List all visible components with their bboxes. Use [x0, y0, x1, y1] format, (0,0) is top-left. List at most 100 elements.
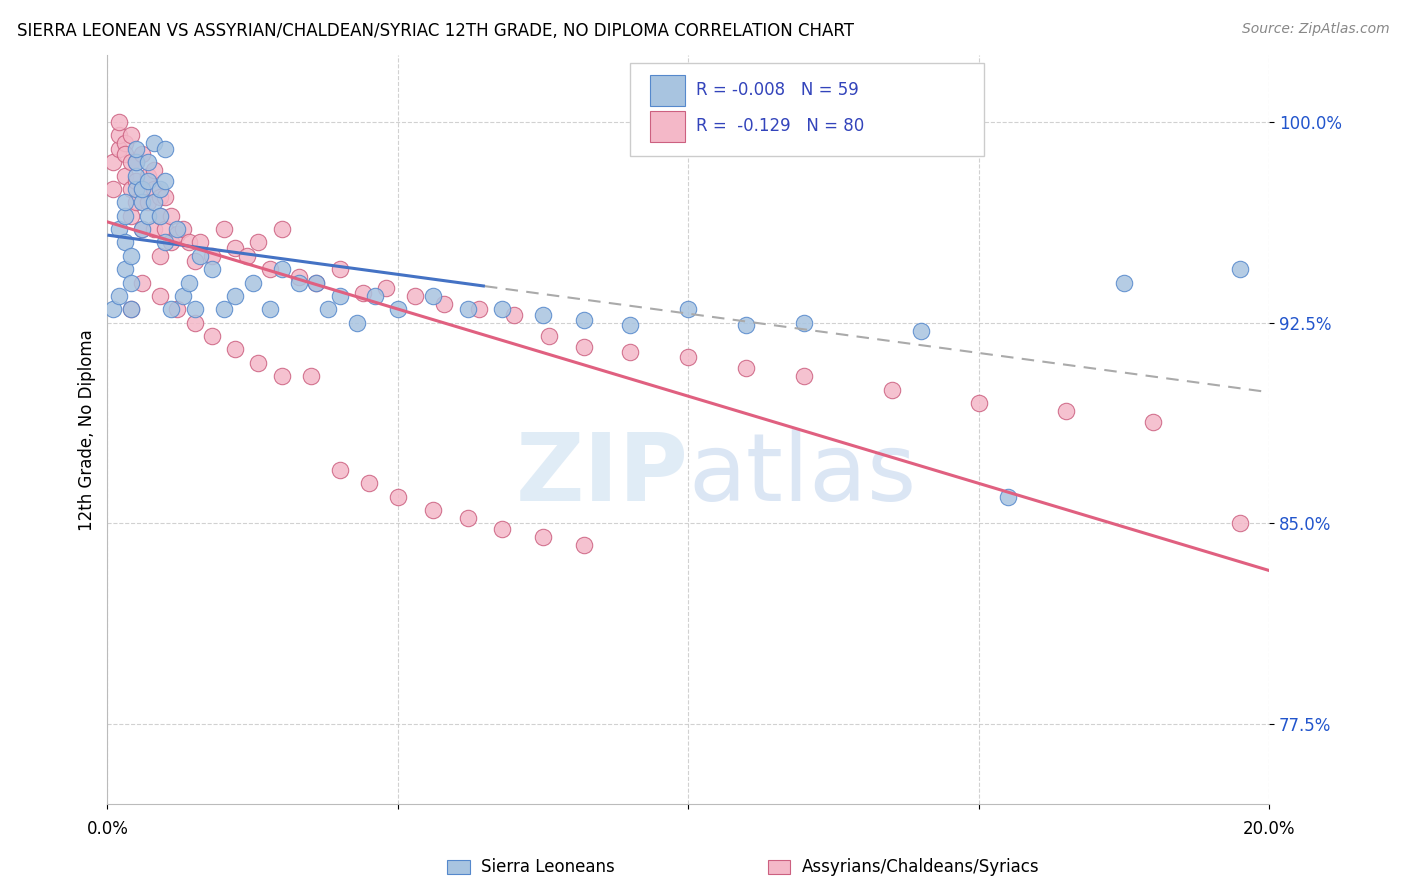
- Point: [120, 182, 142, 196]
- Point: [108, 222, 131, 236]
- Point: [149, 209, 172, 223]
- Point: [457, 511, 479, 525]
- Point: [212, 302, 235, 317]
- Point: [114, 235, 136, 250]
- Point: [288, 276, 311, 290]
- Point: [201, 329, 224, 343]
- Point: [531, 530, 554, 544]
- Point: [155, 174, 177, 188]
- Point: [114, 195, 136, 210]
- Point: [259, 302, 281, 317]
- Point: [142, 136, 165, 151]
- Point: [1054, 404, 1077, 418]
- Point: [155, 142, 177, 156]
- Point: [329, 289, 352, 303]
- Point: [1142, 415, 1164, 429]
- Point: [1229, 262, 1251, 277]
- Point: [120, 155, 142, 169]
- Point: [224, 343, 246, 357]
- Point: [188, 249, 211, 263]
- Point: [491, 302, 513, 317]
- Text: Sierra Leoneans: Sierra Leoneans: [481, 858, 614, 876]
- Point: [224, 289, 246, 303]
- Point: [149, 249, 172, 263]
- Point: [1112, 276, 1135, 290]
- Point: [288, 270, 311, 285]
- Point: [166, 302, 188, 317]
- Point: [329, 262, 352, 277]
- Point: [387, 302, 409, 317]
- Point: [329, 463, 352, 477]
- Point: [387, 490, 409, 504]
- Text: R = -0.008   N = 59: R = -0.008 N = 59: [696, 81, 859, 99]
- Point: [120, 249, 142, 263]
- Point: [136, 174, 159, 188]
- Point: [125, 195, 148, 210]
- Point: [363, 289, 385, 303]
- Point: [131, 182, 153, 196]
- Point: [142, 222, 165, 236]
- Point: [155, 222, 177, 236]
- Bar: [650, 75, 685, 106]
- Point: [572, 538, 595, 552]
- Point: [136, 169, 159, 183]
- Point: [149, 190, 172, 204]
- Point: [177, 276, 200, 290]
- Point: [346, 316, 368, 330]
- Point: [125, 155, 148, 169]
- Point: [1229, 516, 1251, 531]
- Point: [183, 302, 205, 317]
- Point: [619, 318, 641, 333]
- Point: [172, 289, 194, 303]
- Point: [503, 308, 526, 322]
- Point: [114, 147, 136, 161]
- Point: [125, 182, 148, 196]
- Point: [305, 276, 328, 290]
- Point: [103, 182, 125, 196]
- Y-axis label: 12th Grade, No Diploma: 12th Grade, No Diploma: [79, 329, 96, 531]
- Point: [172, 222, 194, 236]
- Point: [142, 182, 165, 196]
- Bar: [650, 111, 685, 142]
- Point: [108, 128, 131, 143]
- Point: [114, 169, 136, 183]
- Point: [120, 209, 142, 223]
- Point: [125, 142, 148, 156]
- Point: [136, 195, 159, 210]
- Point: [131, 147, 153, 161]
- Point: [201, 249, 224, 263]
- Point: [531, 308, 554, 322]
- Point: [910, 324, 932, 338]
- Point: [735, 361, 758, 376]
- Point: [149, 182, 172, 196]
- Point: [131, 195, 153, 210]
- Point: [103, 155, 125, 169]
- Point: [131, 222, 153, 236]
- Point: [967, 396, 990, 410]
- Text: atlas: atlas: [688, 428, 917, 521]
- Point: [125, 155, 148, 169]
- Point: [270, 369, 292, 384]
- Point: [131, 222, 153, 236]
- Point: [212, 222, 235, 236]
- Point: [183, 254, 205, 268]
- Point: [166, 227, 188, 242]
- Point: [160, 209, 183, 223]
- Point: [270, 262, 292, 277]
- Point: [457, 302, 479, 317]
- Point: [149, 209, 172, 223]
- Point: [125, 169, 148, 183]
- Point: [793, 369, 815, 384]
- Point: [120, 276, 142, 290]
- Point: [114, 262, 136, 277]
- Point: [572, 313, 595, 327]
- Point: [352, 286, 374, 301]
- Point: [120, 302, 142, 317]
- Point: [572, 340, 595, 354]
- Point: [676, 302, 699, 317]
- Point: [188, 235, 211, 250]
- Point: [997, 490, 1019, 504]
- Point: [793, 316, 815, 330]
- Point: [422, 289, 444, 303]
- Point: [166, 222, 188, 236]
